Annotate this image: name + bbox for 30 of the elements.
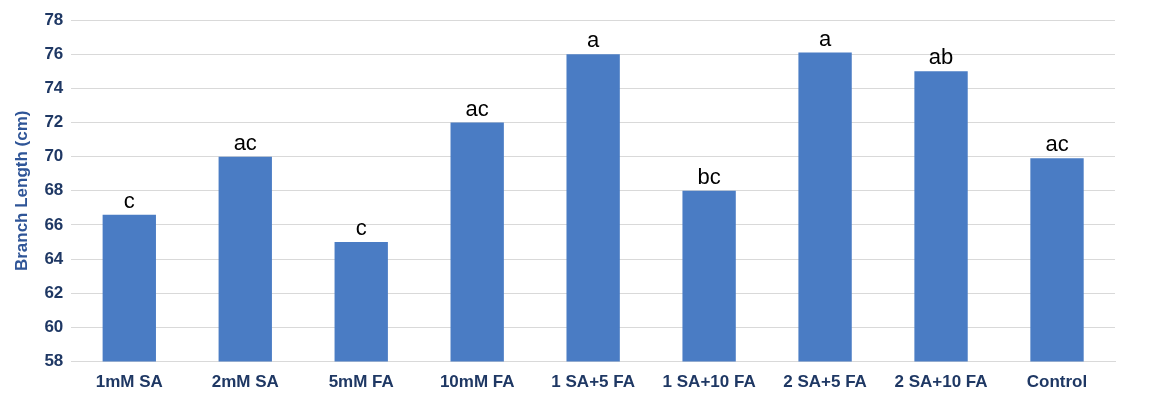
annotation: a	[587, 27, 601, 53]
y-tick-label: 60	[44, 317, 64, 337]
annotation: a	[818, 25, 832, 51]
y-tick-label: 76	[44, 43, 64, 63]
y-tick-label: 66	[44, 214, 64, 234]
x-tick-label: 2 SA+5 FA	[783, 372, 867, 392]
y-tick-label: 64	[44, 248, 64, 268]
y-tick-label: 74	[44, 78, 64, 98]
annotation: ab	[928, 44, 954, 70]
annotation: bc	[697, 163, 721, 189]
annotation: ac	[465, 95, 489, 121]
x-tick-label: 5mM FA	[328, 372, 394, 392]
y-tick-label: 78	[44, 9, 64, 29]
annotation: c	[123, 187, 135, 213]
y-tick-label: 70	[44, 146, 64, 166]
x-tick-label: 2 SA+10 FA	[894, 372, 988, 392]
y-tick-label: 72	[44, 112, 64, 132]
x-tick-label: Control	[1026, 372, 1088, 392]
x-tick-label: 2mM SA	[211, 372, 279, 392]
y-tick-label: 62	[44, 282, 64, 302]
x-tick-label: 1mM SA	[95, 372, 163, 392]
x-tick-label: 1 SA+5 FA	[551, 372, 635, 392]
annotation: ac	[1045, 131, 1069, 157]
y-tick-label: 68	[44, 180, 64, 200]
y-axis-title: Branch Length (cm)	[11, 110, 31, 272]
x-tick-label: 1 SA+10 FA	[662, 372, 756, 392]
y-tick-label: 58	[44, 351, 64, 371]
x-tick-label: 10mM FA	[439, 372, 515, 392]
annotation: c	[355, 215, 367, 241]
annotation: ac	[233, 129, 257, 155]
